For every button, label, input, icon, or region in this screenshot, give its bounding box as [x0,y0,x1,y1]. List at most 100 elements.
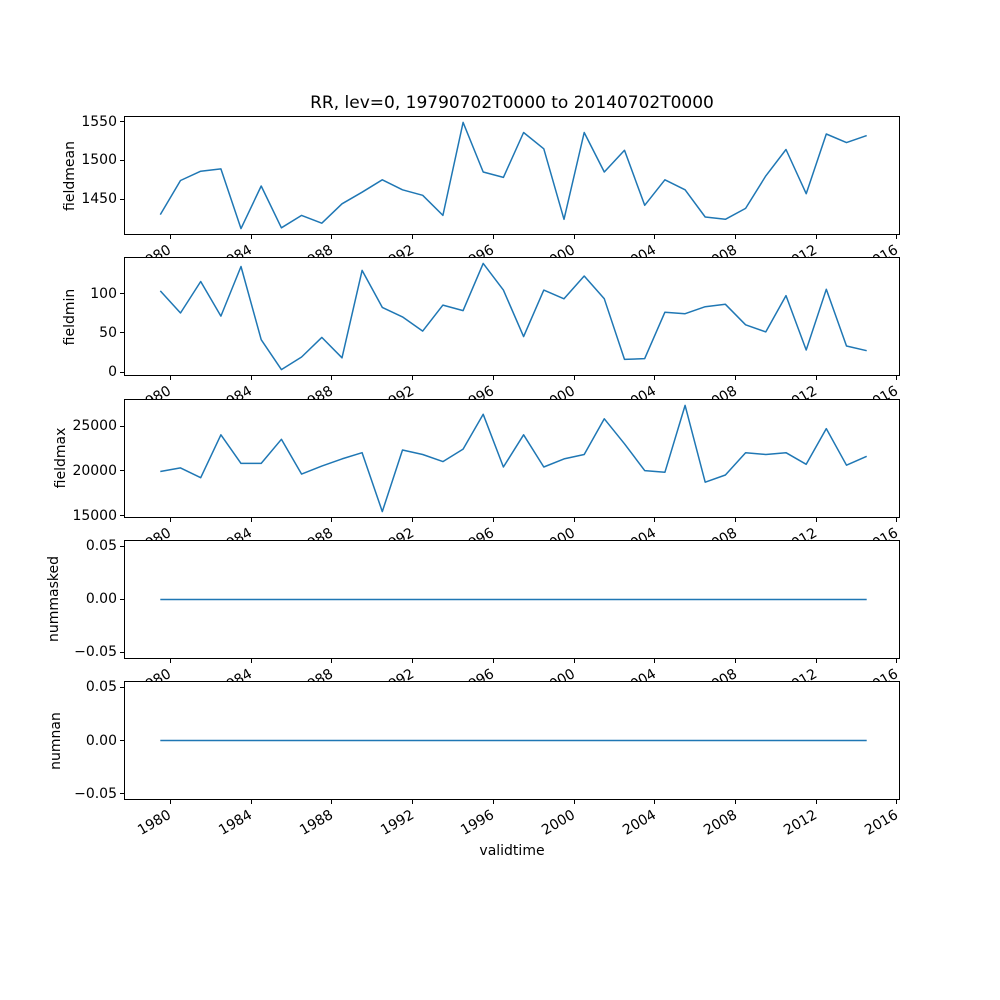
x-tick-mark [815,235,817,239]
y-tick-label: 0.00 [85,732,117,749]
x-tick-mark [654,658,656,663]
x-tick-label: 1984 [216,807,256,839]
x-tick-mark [896,658,898,663]
x-tick-mark [654,517,656,522]
y-tick-label: 0.05 [85,538,117,555]
x-tick-mark [331,800,333,804]
y-axis-label-numnan: numnan [48,711,64,770]
x-tick-mark [492,376,494,381]
x-tick-mark [735,376,737,381]
y-tick-label: 1550 [81,113,117,130]
y-tick-label: 0.05 [85,679,117,696]
x-tick-label: 2016 [862,807,901,839]
x-tick-mark [331,376,333,381]
y-tick-mark [120,293,124,295]
x-tick-mark [169,517,171,522]
x-tick-mark [250,235,252,239]
x-tick-mark [573,800,575,804]
axes-nummasked [124,539,900,659]
x-tick-mark [573,376,575,381]
x-tick-mark [169,658,171,663]
x-tick-mark [331,517,333,522]
x-tick-mark [250,800,252,804]
x-tick-mark [412,658,414,663]
series-line-fieldmin [159,262,867,371]
y-tick-mark [120,425,124,427]
x-tick-mark [250,376,252,381]
y-tick-mark [120,159,124,161]
x-tick-mark [573,517,575,522]
x-tick-mark [654,235,656,239]
y-tick-mark [120,686,124,688]
x-tick-mark [331,658,333,663]
line-chart-nummasked [160,598,867,600]
axes-numnan [124,681,900,800]
y-tick-label: −0.05 [74,785,117,802]
x-tick-mark [412,800,414,804]
x-tick-mark [169,235,171,239]
y-tick-label: 0 [108,364,117,381]
y-tick-label: 20000 [72,462,117,479]
x-tick-mark [331,235,333,239]
x-tick-mark [492,517,494,522]
y-tick-mark [120,371,124,373]
line-chart-fieldmean [159,121,867,230]
y-axis-label-fieldmean: fieldmean [62,140,78,211]
y-tick-mark [120,598,124,600]
line-chart-fieldmax [160,404,868,512]
y-tick-mark [120,332,124,334]
x-axis-label: validtime [479,843,545,859]
x-tick-mark [815,800,817,804]
axes-fieldmax [124,398,900,518]
y-tick-label: 1500 [81,152,117,169]
y-tick-mark [120,198,124,200]
line-chart-fieldmin [159,262,867,371]
x-tick-mark [896,235,898,239]
y-tick-mark [120,651,124,653]
x-tick-mark [573,658,575,663]
y-tick-label: 100 [90,285,117,302]
x-tick-mark [896,800,898,804]
x-tick-mark [412,235,414,239]
y-tick-mark [120,121,124,123]
x-tick-mark [735,800,737,804]
x-tick-mark [492,235,494,239]
x-tick-label: 2012 [781,807,821,839]
x-tick-mark [735,658,737,663]
y-tick-label: 15000 [72,507,117,524]
x-tick-mark [412,517,414,522]
series-line-fieldmax [160,404,868,512]
y-tick-mark [120,470,124,472]
x-tick-mark [735,235,737,239]
axes-fieldmin [124,257,900,377]
y-tick-label: −0.05 [74,644,117,661]
x-tick-mark [412,376,414,381]
axes-fieldmean [124,116,900,235]
y-axis-label-fieldmax: fieldmax [53,427,69,489]
y-tick-mark [120,515,124,517]
x-tick-mark [815,517,817,522]
x-tick-label: 1980 [135,807,175,839]
x-tick-mark [654,376,656,381]
x-tick-mark [896,376,898,381]
y-tick-mark [120,740,124,741]
x-tick-mark [169,376,171,381]
x-tick-mark [654,800,656,804]
y-tick-label: 1450 [81,191,117,208]
x-tick-mark [250,658,252,663]
y-tick-label: 25000 [72,418,117,435]
x-tick-mark [815,376,817,381]
y-tick-label: 50 [99,324,117,341]
y-axis-label-fieldmin: fieldmin [62,288,78,346]
y-tick-label: 0.00 [85,591,117,608]
y-tick-mark [120,545,124,547]
x-tick-mark [896,517,898,522]
plot-title: RR, lev=0, 19790702T0000 to 20140702T000… [310,93,714,113]
x-tick-mark [492,800,494,804]
x-tick-mark [573,235,575,239]
line-chart-numnan [160,739,867,742]
x-tick-mark [815,658,817,663]
series-line-fieldmean [159,121,867,230]
x-tick-mark [492,658,494,663]
